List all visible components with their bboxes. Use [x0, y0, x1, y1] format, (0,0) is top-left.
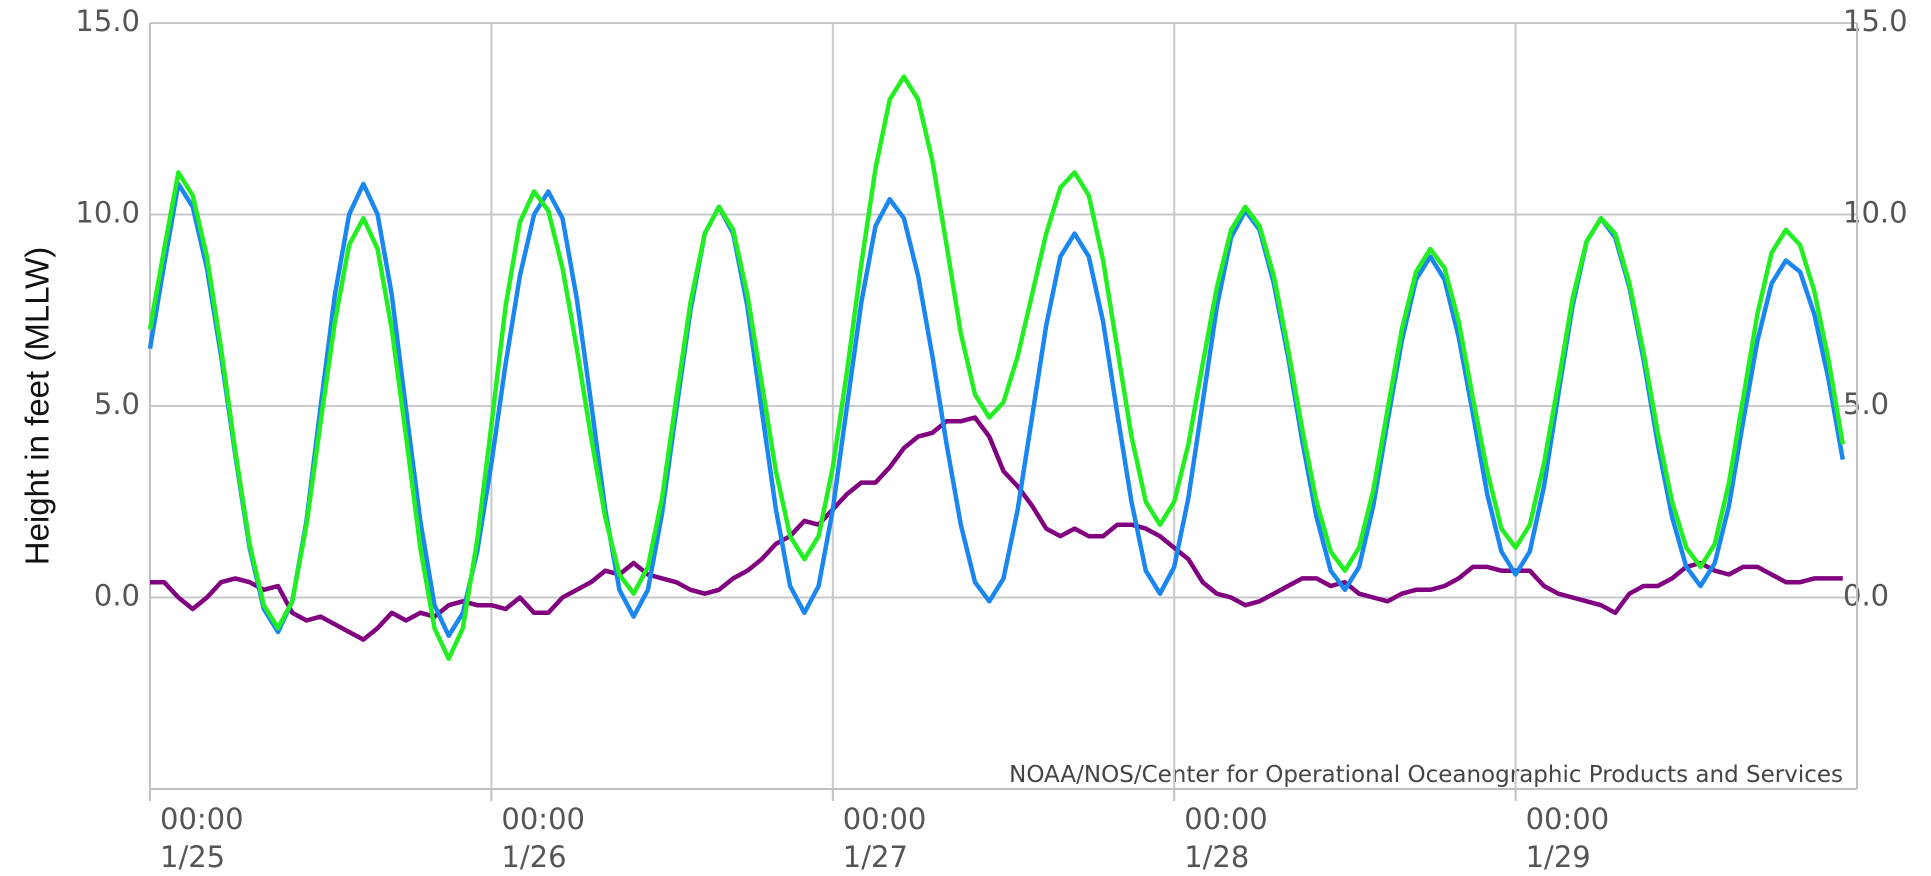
x-tick-label: 00:00	[1184, 802, 1268, 836]
x-tick-label: 00:00	[1526, 802, 1610, 836]
x-tick-label: 1/28	[1184, 840, 1249, 874]
y-tick-label: 10.0	[75, 196, 140, 230]
series-line	[147, 74, 1846, 662]
x-tick-label: 00:00	[843, 802, 927, 836]
y-tick-label: 0.0	[94, 579, 140, 613]
y-axis-title: Height in feet (MLLW)	[19, 247, 56, 566]
series-line	[150, 415, 1843, 642]
x-tick-label: 00:00	[160, 802, 244, 836]
y2-tick-label: 15.0	[1843, 4, 1908, 38]
y-tick-label: 5.0	[94, 387, 140, 421]
x-tick-label: 1/25	[160, 840, 225, 874]
y2-tick-label: 0.0	[1843, 579, 1889, 613]
x-tick-label: 1/29	[1526, 840, 1591, 874]
y2-tick-label: 10.0	[1843, 196, 1908, 230]
x-tick-label: 00:00	[501, 802, 585, 836]
y-tick-label: 15.0	[75, 4, 140, 38]
x-tick-label: 1/26	[501, 840, 566, 874]
y2-tick-label: 5.0	[1843, 387, 1889, 421]
x-tick-label: 1/27	[843, 840, 908, 874]
credit-annotation: NOAA/NOS/Center for Operational Oceanogr…	[1009, 762, 1843, 788]
